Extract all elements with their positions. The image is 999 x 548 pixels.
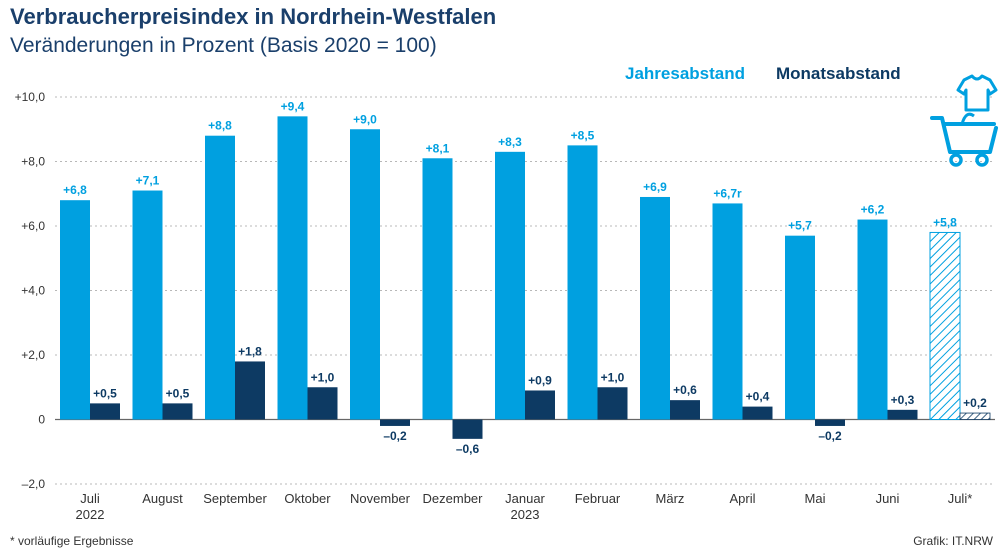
data-label-monatsabstand: +0,5 — [166, 386, 190, 400]
bar-monatsabstand — [90, 403, 120, 420]
chart-title: Verbraucherpreisindex in Nordrhein-Westf… — [10, 4, 497, 29]
legend-monatsabstand: Monatsabstand — [776, 64, 901, 83]
x-category-label: Juli — [80, 491, 100, 506]
y-tick-label: +6,0 — [21, 219, 45, 233]
y-axis-ticks: +10,0 +8,0 +6,0 +4,0 +2,0 0 –2,0 — [15, 90, 46, 491]
data-label-monatsabstand: +0,2 — [963, 396, 987, 410]
chart-subtitle: Veränderungen in Prozent (Basis 2020 = 1… — [10, 34, 437, 57]
bar-monatsabstand — [597, 387, 628, 420]
bar-monatsabstand — [670, 400, 700, 420]
x-category-label: Mai — [805, 491, 826, 506]
tshirt-icon — [956, 74, 998, 112]
data-label-jahresabstand: +9,4 — [281, 99, 305, 113]
y-tick-label: +2,0 — [21, 348, 45, 362]
bar-jahresabstand — [422, 158, 453, 420]
x-category-label: August — [142, 491, 183, 506]
data-label-jahresabstand: +5,8 — [933, 215, 957, 229]
shopping-cart-icon — [930, 112, 998, 167]
bar-monatsabstand — [162, 403, 193, 420]
bar-monatsabstand — [742, 406, 773, 420]
x-category-label: Juni — [876, 491, 900, 506]
data-label-monatsabstand: +0,6 — [673, 383, 697, 397]
x-category-label: September — [203, 491, 267, 506]
data-label-jahresabstand: +5,7 — [788, 219, 812, 233]
data-label-jahresabstand: +8,5 — [571, 128, 595, 142]
bar-monatsabstand — [887, 409, 918, 420]
data-label-jahresabstand: +8,8 — [208, 119, 232, 133]
legend-jahresabstand: Jahresabstand — [625, 64, 745, 83]
bar-monatsabstand — [452, 419, 483, 439]
y-tick-label: 0 — [38, 413, 45, 427]
bar-jahresabstand — [60, 200, 90, 420]
value-labels: +6,8 +0,5 +7,1 +0,5 +8,8 +1,8 +9,4 +1,0 +9,0 –0,2… — [63, 99, 987, 456]
data-label-monatsabstand: +0,3 — [891, 393, 915, 407]
bar-monatsabstand — [959, 412, 991, 420]
data-label-jahresabstand: +8,3 — [498, 135, 522, 149]
x-category-year-label: 2022 — [76, 507, 105, 522]
data-label-monatsabstand: –0,2 — [383, 429, 407, 443]
data-label-monatsabstand: –0,2 — [818, 429, 842, 443]
data-label-monatsabstand: +1,8 — [238, 344, 262, 358]
bar-jahresabstand — [277, 116, 308, 420]
x-category-label: April — [729, 491, 755, 506]
bar-monatsabstand — [307, 387, 338, 420]
bar-monatsabstand — [815, 419, 845, 426]
x-category-label: November — [350, 491, 411, 506]
data-label-monatsabstand: +0,9 — [528, 373, 552, 387]
data-label-jahresabstand: +6,7r — [713, 186, 742, 200]
bar-jahresabstand — [495, 151, 525, 420]
data-label-jahresabstand: +8,1 — [426, 141, 450, 155]
y-tick-label: –2,0 — [22, 477, 46, 491]
bar-monatsabstand — [380, 419, 410, 426]
bar-jahresabstand — [350, 129, 380, 420]
bar-jahresabstand — [205, 135, 235, 420]
x-category-label: Dezember — [423, 491, 484, 506]
bar-jahresabstand — [640, 196, 670, 420]
x-category-label: Oktober — [284, 491, 331, 506]
bar-jahresabstand — [857, 219, 888, 420]
x-category-label: Januar — [505, 491, 545, 506]
bar-jahresabstand — [929, 231, 961, 420]
data-label-jahresabstand: +7,1 — [136, 174, 160, 188]
data-label-jahresabstand: +9,0 — [353, 112, 377, 126]
data-label-monatsabstand: +1,0 — [601, 370, 625, 384]
data-label-jahresabstand: +6,9 — [643, 180, 667, 194]
y-tick-label: +8,0 — [21, 155, 45, 169]
bars — [60, 116, 991, 439]
data-label-jahresabstand: +6,2 — [861, 203, 885, 217]
bar-jahresabstand — [567, 145, 598, 420]
bar-monatsabstand — [525, 390, 555, 420]
data-label-monatsabstand: +0,4 — [746, 390, 770, 404]
footnote: * vorläufige Ergebnisse — [10, 534, 134, 548]
bar-monatsabstand — [235, 361, 265, 420]
x-category-label: Februar — [575, 491, 621, 506]
y-tick-label: +10,0 — [15, 90, 46, 104]
bar-jahresabstand — [712, 203, 743, 420]
y-tick-label: +4,0 — [21, 284, 45, 298]
data-label-monatsabstand: –0,6 — [456, 442, 480, 456]
source-credit: Grafik: IT.NRW — [913, 534, 993, 548]
data-label-jahresabstand: +6,8 — [63, 183, 87, 197]
bar-jahresabstand — [132, 190, 163, 420]
bar-jahresabstand — [785, 235, 815, 420]
x-category-year-label: 2023 — [511, 507, 540, 522]
x-category-label: Juli* — [948, 491, 973, 506]
data-label-monatsabstand: +1,0 — [311, 370, 335, 384]
data-label-monatsabstand: +0,5 — [93, 386, 117, 400]
x-category-label: März — [656, 491, 685, 506]
